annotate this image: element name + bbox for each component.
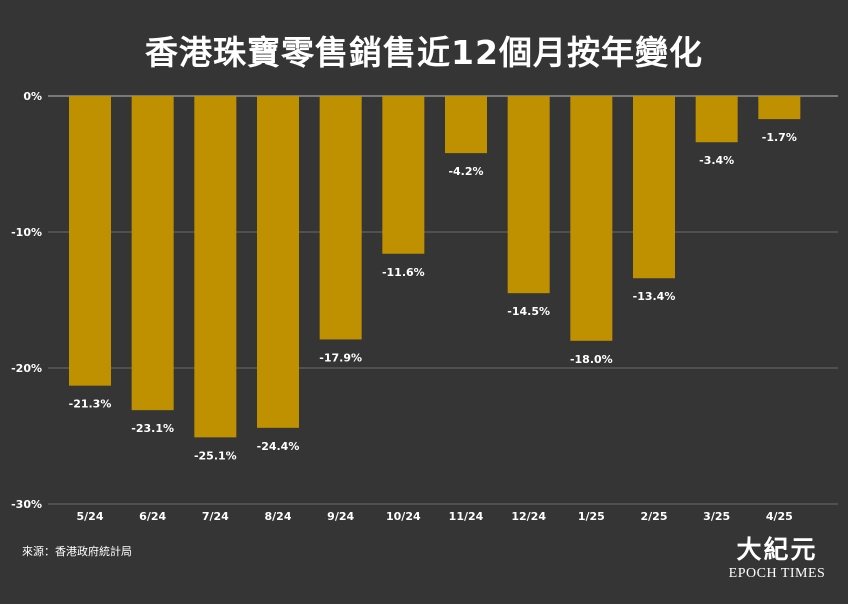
bar	[758, 96, 801, 120]
epoch-times-logo: 大紀元 EPOCH TIMES	[722, 535, 832, 583]
x-tick-label: 4/25	[766, 510, 793, 523]
bar	[257, 96, 299, 428]
bar	[382, 96, 425, 254]
x-tick-label: 3/25	[703, 510, 730, 523]
bar	[69, 96, 111, 386]
bar	[633, 96, 675, 279]
bar	[445, 96, 487, 154]
data-label: -18.0%	[570, 353, 613, 366]
logo-chinese-text: 大紀元	[736, 535, 818, 564]
source-note: 來源：香港政府統計局	[22, 545, 132, 558]
data-label: -24.4%	[257, 440, 300, 453]
logo-english-text: EPOCH TIMES	[728, 566, 826, 581]
data-label: -1.7%	[762, 131, 797, 144]
x-tick-label: 9/24	[327, 510, 354, 523]
data-label: -4.2%	[448, 165, 483, 178]
data-label: -14.5%	[507, 305, 550, 318]
x-tick-label: 6/24	[139, 510, 166, 523]
data-label: -21.3%	[69, 398, 112, 411]
x-tick-label: 7/24	[202, 510, 229, 523]
data-label: -23.1%	[131, 422, 174, 435]
y-tick-label: 0%	[23, 90, 42, 103]
data-label: -25.1%	[194, 449, 237, 462]
data-label: -17.9%	[319, 351, 362, 364]
y-tick-label: -10%	[11, 226, 42, 239]
chart-title: 香港珠寶零售銷售近12個月按年變化	[145, 33, 703, 72]
data-label: -13.4%	[633, 290, 676, 303]
x-tick-label: 10/24	[386, 510, 421, 523]
data-label: -3.4%	[699, 154, 734, 167]
bar	[695, 96, 738, 143]
x-tick-label: 1/25	[578, 510, 605, 523]
bar	[194, 96, 237, 438]
bar	[570, 96, 613, 341]
x-tick-label: 11/24	[449, 510, 484, 523]
y-tick-label: -30%	[11, 498, 42, 511]
x-tick-label: 2/25	[641, 510, 668, 523]
data-label: -11.6%	[382, 266, 425, 279]
bar	[507, 96, 550, 294]
y-tick-label: -20%	[11, 362, 42, 375]
bar	[319, 96, 362, 340]
x-tick-label: 8/24	[265, 510, 292, 523]
bar	[131, 96, 174, 411]
x-tick-label: 12/24	[511, 510, 546, 523]
x-tick-label: 5/24	[77, 510, 104, 523]
